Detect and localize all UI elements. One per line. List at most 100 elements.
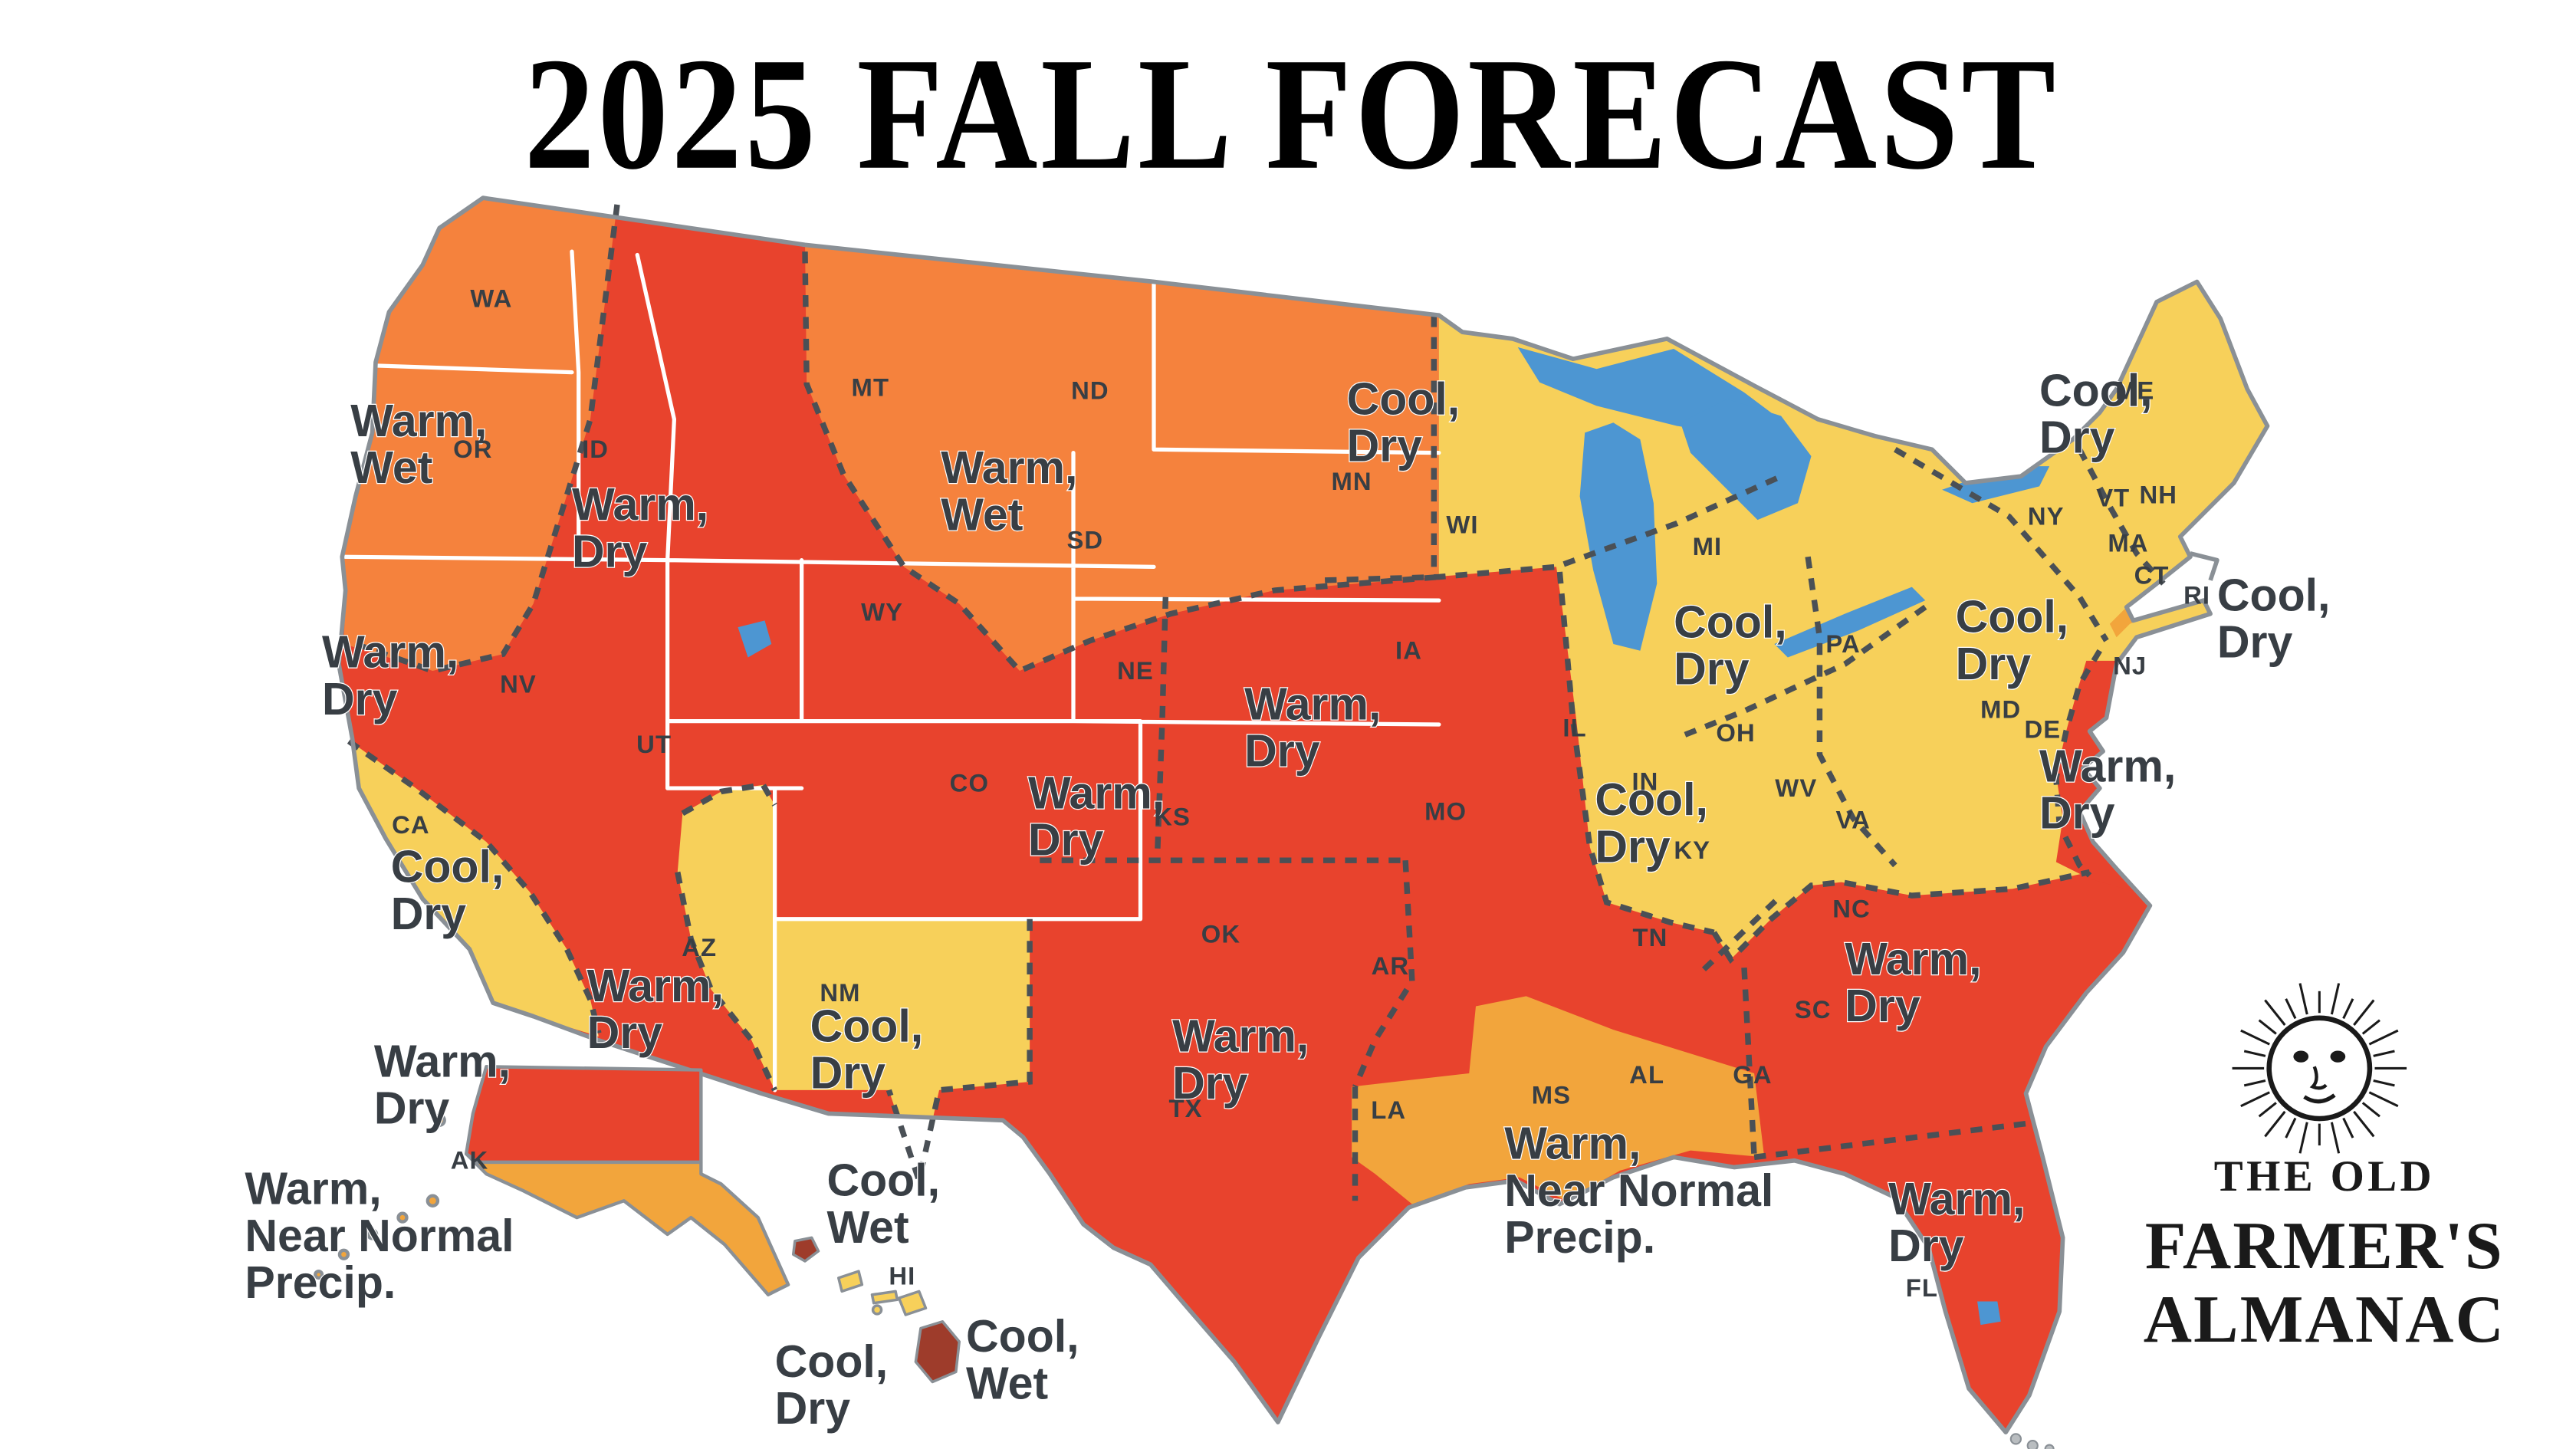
forecast-label-upper-midwest: Cool, Dry [1347, 373, 1460, 471]
state-label-fl: FL [1906, 1273, 1938, 1302]
state-label-md: MD [1980, 695, 2021, 723]
forecast-label-heartland: Warm, Dry [1244, 678, 1381, 776]
state-label-ut: UT [636, 730, 672, 758]
forecast-label-pennsylvania: Cool, Dry [1956, 592, 2069, 689]
sun-ray [2240, 1091, 2270, 1108]
state-label-az: AZ [682, 933, 717, 961]
forecast-label-inland-northwest: Warm, Dry [572, 479, 708, 577]
oahu [837, 1270, 864, 1293]
state-label-wa: WA [470, 284, 512, 312]
sun-ray [2240, 1029, 2270, 1046]
state-label-wy: WY [861, 597, 903, 626]
state-label-ma: MA [2108, 529, 2148, 557]
state-label-de: DE [2025, 715, 2062, 744]
sun-ray [2342, 998, 2354, 1020]
kauai-cool-wet [791, 1236, 820, 1263]
dash-central-plains [1040, 596, 1415, 1201]
sun-ray [2243, 1079, 2266, 1087]
state-label-ne: NE [1117, 656, 1154, 685]
sun-ray [2258, 1019, 2277, 1035]
state-label-va: VA [1836, 806, 1871, 834]
state-label-ar: AR [1372, 951, 1410, 980]
lake-erie [1774, 586, 1926, 658]
state-label-id: ID [582, 435, 609, 463]
state-label-me: ME [2115, 376, 2154, 405]
sun-ray [2298, 1122, 2308, 1154]
cape-cod [2190, 551, 2220, 581]
state-label-wv: WV [1775, 774, 1817, 802]
forecast-label-southeast-coast: Warm, Dry [1845, 934, 1981, 1031]
state-label-nc: NC [1832, 895, 1871, 923]
florida-keys [2009, 1433, 2055, 1449]
big-island-cool-wet [914, 1320, 961, 1384]
region-warm-dry-atlantic [2055, 660, 2137, 892]
forecast-label-north-california: Warm, Dry [322, 627, 458, 724]
state-label-co: CO [950, 769, 989, 797]
forecast-label-hawaii-central: Cool, Dry [775, 1336, 889, 1434]
sun-ray [2353, 999, 2375, 1026]
state-borders [340, 249, 1441, 1092]
dash-atlantic-strip [2053, 649, 2102, 878]
sun-ray [2298, 983, 2308, 1015]
us-coastline [337, 196, 2270, 1434]
alaska [314, 1065, 790, 1296]
state-label-ks: KS [1154, 802, 1191, 830]
lake-huron [1680, 399, 1812, 521]
sun-ray [2342, 1117, 2354, 1138]
region-cool-dry-california [345, 738, 599, 1037]
lake-michigan [1579, 422, 1658, 651]
state-label-la: LA [1371, 1096, 1406, 1124]
state-label-ia: IA [1395, 636, 1422, 665]
sun-ray [2285, 998, 2297, 1020]
sun-ray [2285, 1117, 2297, 1138]
region-cool-dry-new-mexico [677, 784, 1030, 1181]
dash-nw-coast [354, 204, 620, 674]
state-label-hi: HI [889, 1262, 915, 1290]
forecast-label-ohio-valley: Cool, Dry [1595, 774, 1708, 872]
state-label-nm: NM [820, 978, 860, 1007]
state-label-ga: GA [1733, 1060, 1772, 1089]
dash-appalachian-wedge-west [1711, 869, 2091, 964]
hawaii [791, 1236, 961, 1384]
dash-new-mexico [675, 781, 1033, 1191]
sun-ray [2243, 1050, 2266, 1057]
sun-ray [2361, 1019, 2380, 1035]
sun-ray [2330, 1122, 2341, 1154]
forecast-label-deep-south: Warm, Near Normal Precip. [1504, 1119, 1773, 1263]
sun-ray [2264, 999, 2286, 1026]
forecast-label-northeast: Cool, Dry [2039, 365, 2153, 462]
state-label-vt: VT [2096, 484, 2130, 512]
dash-california [347, 738, 602, 1034]
page-title: 2025 FALL FORECAST [524, 25, 2059, 203]
state-label-nh: NH [2140, 480, 2178, 508]
state-label-ri: RI [2183, 581, 2210, 610]
sun-ray [2353, 1110, 2375, 1138]
state-label-ny: NY [2028, 502, 2065, 531]
state-label-ky: KY [1674, 836, 1710, 864]
state-label-tn: TN [1633, 923, 1668, 951]
dash-mississippi [1556, 571, 1715, 935]
state-label-tx: TX [1169, 1094, 1203, 1122]
dash-new-england [2077, 448, 2166, 586]
state-label-in: IN [1631, 767, 1658, 795]
forecast-label-new-england-offshore: Cool, Dry [2217, 570, 2331, 667]
forecast-label-alaska-south: Warm, Near Normal Precip. [245, 1164, 514, 1309]
forecast-label-northern-plains: Warm, Wet [941, 442, 1077, 540]
lake-okeechobee [1977, 1301, 2001, 1326]
dash-lakes-to-nyc [1893, 447, 2109, 642]
state-label-wi: WI [1446, 511, 1478, 539]
lanai [871, 1304, 883, 1316]
state-label-ok: OK [1201, 919, 1240, 948]
state-label-il: IL [1562, 713, 1586, 741]
forecast-label-arizona: Warm, Dry [587, 961, 724, 1058]
state-label-mi: MI [1693, 532, 1723, 560]
region-boundaries [347, 204, 2166, 1201]
state-label-mn: MN [1332, 467, 1372, 495]
forecast-label-atlantic-corridor: Warm, Dry [2039, 741, 2176, 838]
logo-line-1: THE OLD [2214, 1152, 2435, 1201]
almanac-logo: THE OLD FARMER'S ALMANAC [2144, 983, 2504, 1356]
state-label-ms: MS [1532, 1080, 1571, 1109]
state-label-ak: AK [451, 1146, 489, 1175]
